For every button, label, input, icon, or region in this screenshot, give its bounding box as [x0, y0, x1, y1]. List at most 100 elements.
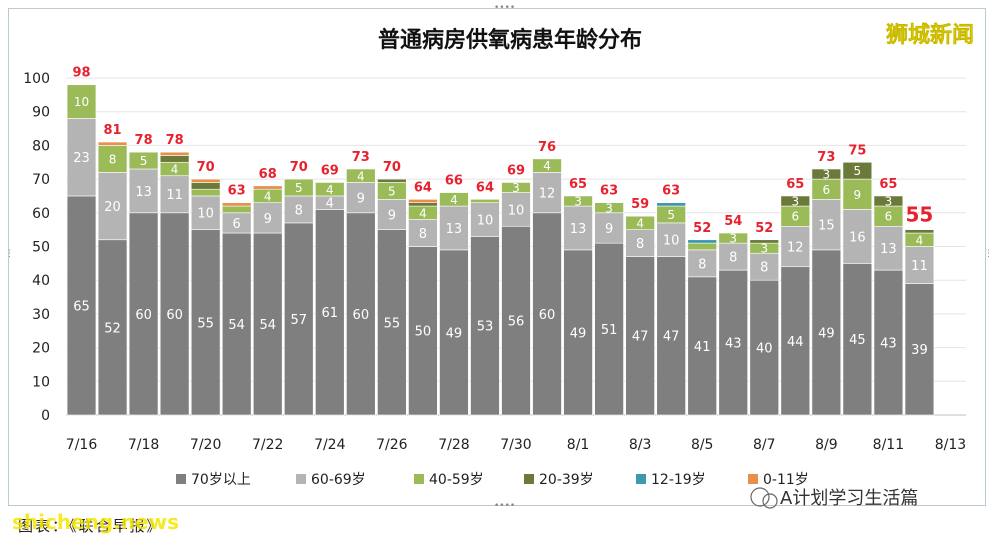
- legend-swatch: [414, 474, 424, 484]
- bar-segment-40-59岁: [190, 188, 221, 197]
- total-label: 76: [538, 140, 556, 155]
- bar-segment-70岁以上: [315, 209, 345, 416]
- bar-segment-70岁以上: [811, 249, 842, 416]
- data-label: 4: [357, 169, 365, 183]
- data-label: 40: [756, 342, 773, 357]
- data-label: 10: [477, 213, 494, 228]
- data-label: 3: [760, 242, 768, 256]
- bar-segment-70岁以上: [718, 269, 748, 416]
- data-label: 10: [197, 207, 214, 222]
- bar-segment-20-39岁: [811, 168, 842, 180]
- data-label: 5: [295, 181, 303, 195]
- data-label: 4: [326, 183, 334, 197]
- x-tick-label: 7/18: [128, 437, 159, 453]
- bar-segment-60-69岁: [190, 195, 221, 230]
- bar-segment-70岁以上: [190, 229, 221, 416]
- bar-segment-60-69岁: [594, 212, 624, 244]
- bar-segment-70岁以上: [128, 212, 159, 416]
- data-label: 10: [663, 234, 680, 249]
- x-tick-label: 8/11: [873, 437, 904, 453]
- data-label: 9: [388, 208, 396, 223]
- bar-segment-20-39岁: [904, 229, 935, 234]
- total-label: 65: [569, 177, 587, 192]
- legend-swatch: [176, 474, 186, 484]
- data-label: 6: [791, 210, 799, 224]
- bar-segment-40-59岁: [532, 158, 562, 173]
- bar-segment-70岁以上: [252, 232, 283, 416]
- bar-segment-0-11岁: [408, 199, 438, 203]
- bar-segment-70岁以上: [873, 269, 904, 416]
- bar-segment-70岁以上: [97, 239, 128, 416]
- bar-segment-70岁以上: [66, 195, 97, 416]
- bar-segment-0-11岁: [190, 178, 221, 183]
- y-tick-label: 10: [32, 374, 50, 390]
- bar-segment-70岁以上: [470, 236, 500, 416]
- total-label: 69: [321, 163, 339, 178]
- bar-segment-70岁以上: [780, 266, 811, 416]
- bar-segment-20-39岁: [873, 195, 904, 207]
- data-label: 11: [911, 259, 928, 274]
- data-label: 13: [570, 222, 587, 237]
- data-label: 12: [787, 240, 804, 255]
- bar-segment-70岁以上: [532, 212, 562, 416]
- bar-segment-40-59岁: [718, 232, 748, 244]
- total-label: 52: [693, 221, 711, 236]
- total-label: 65: [786, 177, 804, 192]
- data-label: 4: [636, 216, 644, 230]
- data-label: 8: [729, 251, 737, 266]
- total-label: 55: [906, 203, 934, 227]
- bar-segment-70岁以上: [687, 276, 717, 416]
- account-name: A计划学习生活篇: [780, 488, 918, 509]
- legend-swatch: [748, 474, 758, 484]
- bar-segment-0-11岁: [97, 141, 128, 146]
- bar-segment-70岁以上: [377, 229, 407, 416]
- x-tick-label: 8/1: [567, 437, 590, 453]
- x-tick-label: 8/13: [935, 437, 966, 453]
- y-tick-label: 70: [32, 172, 50, 188]
- total-label: 63: [228, 184, 246, 199]
- data-label: 50: [415, 325, 432, 340]
- bar-segment-60-69岁: [563, 205, 593, 251]
- wechat-icon: [750, 487, 770, 507]
- bar-segment-60-69岁: [656, 222, 686, 257]
- data-label: 9: [605, 222, 613, 237]
- resize-handle-top[interactable]: ••••: [494, 3, 516, 13]
- bar-segment-40-59岁: [346, 168, 376, 183]
- total-label: 69: [507, 163, 525, 178]
- bar-segment-40-59岁: [221, 205, 252, 214]
- total-label: 65: [879, 177, 897, 192]
- data-label: 4: [171, 163, 179, 177]
- data-label: 4: [916, 233, 924, 247]
- legend-label: 0-11岁: [763, 472, 809, 488]
- data-label: 47: [663, 330, 680, 345]
- data-label: 9: [854, 188, 862, 202]
- bar-segment-60-69岁: [346, 182, 376, 214]
- data-label: 49: [446, 326, 463, 341]
- data-label: 3: [791, 195, 799, 209]
- data-label: 43: [725, 336, 742, 351]
- data-label: 44: [787, 335, 804, 350]
- data-label: 9: [264, 212, 272, 227]
- resize-handle-bottom[interactable]: ••••: [494, 501, 516, 511]
- legend-swatch: [296, 474, 306, 484]
- data-label: 60: [135, 308, 152, 323]
- data-label: 43: [880, 336, 897, 351]
- data-label: 3: [605, 201, 613, 215]
- bar-segment-60-69岁: [749, 252, 780, 281]
- bar-segment-60-69岁: [66, 118, 97, 197]
- data-label: 60: [539, 308, 556, 323]
- data-label: 5: [140, 154, 148, 168]
- data-label: 16: [849, 230, 866, 245]
- legend-swatch: [524, 474, 534, 484]
- bar-segment-40-59岁: [66, 84, 97, 119]
- bar-segment-60-69岁: [377, 199, 407, 230]
- data-label: 8: [760, 261, 768, 276]
- x-tick-label: 7/26: [376, 437, 408, 453]
- data-label: 13: [446, 222, 463, 237]
- data-label: 13: [135, 185, 152, 200]
- total-label: 75: [848, 143, 866, 158]
- data-label: 4: [326, 197, 334, 212]
- brand-logo: 狮城新闻: [886, 22, 974, 48]
- legend-swatch: [636, 474, 646, 484]
